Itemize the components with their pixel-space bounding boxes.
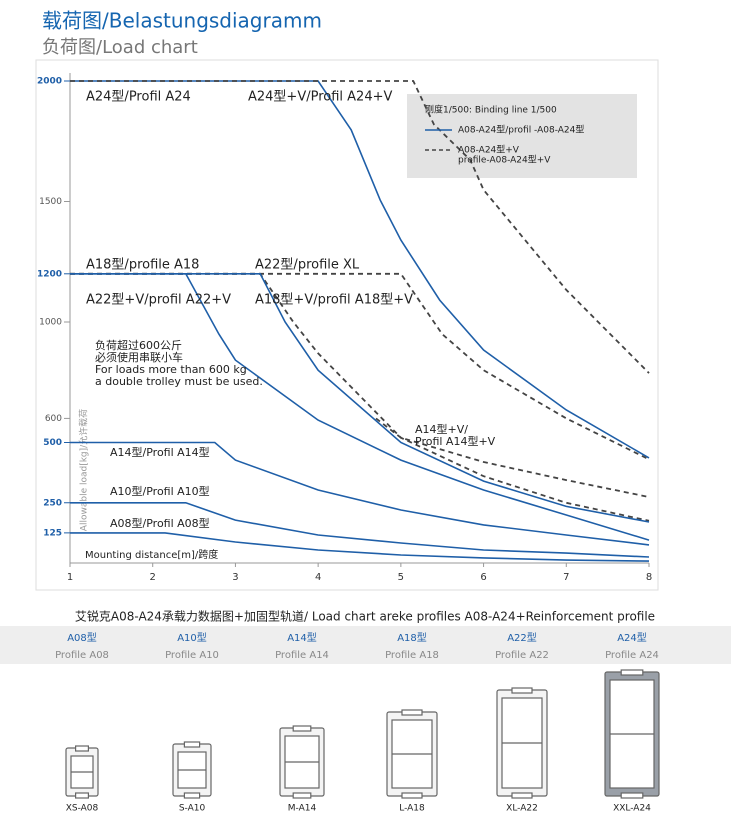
profile-label: Profile A24: [605, 650, 659, 661]
profile-name: A24型: [617, 631, 647, 644]
annotation: 负荷超过600公斤: [95, 338, 182, 352]
profile-label: Profile A08: [55, 650, 109, 661]
profile-slot: [401, 709, 423, 716]
profile-slot: [620, 669, 644, 676]
profile-slot: [292, 792, 312, 799]
series-line: [375, 417, 650, 498]
profile-name: A22型: [507, 631, 537, 644]
profile-slot: [401, 792, 423, 799]
annotation: A08型/Profil A08型: [110, 516, 210, 530]
profile-name: A10型: [177, 631, 207, 644]
profile-code: S-A10: [179, 804, 206, 814]
profile-slot: [511, 687, 533, 694]
profile-name: A08型: [67, 631, 97, 644]
profile-drawing: [65, 745, 99, 799]
y-axis-label: Allowable load[kg]/允许载荷: [78, 409, 90, 531]
table-header: [0, 626, 731, 664]
y-tick-label: 600: [45, 414, 62, 424]
x-tick-label: 1: [67, 572, 73, 583]
series-line: [70, 502, 650, 558]
x-tick-label: 2: [150, 572, 156, 583]
profile-code: XS-A08: [66, 804, 99, 814]
legend-label: A08-A24型+V: [458, 145, 520, 156]
profile-name: A18型: [397, 631, 427, 644]
profile-drawing: [604, 669, 660, 799]
profile-slot: [74, 792, 89, 799]
chart-frame: [35, 59, 659, 591]
annotation: A18型/profile A18: [86, 258, 199, 273]
y-tick-label: 125: [43, 528, 62, 538]
profile-drawing: [496, 687, 548, 799]
annotation: For loads more than 600 kg: [95, 363, 247, 376]
title: 载荷图/Belastungsdiagramm: [42, 9, 322, 33]
x-tick-label: 5: [398, 572, 404, 583]
legend-label: A08-A24型/profil -A08-A24型: [458, 125, 584, 136]
series-line: [70, 273, 650, 523]
x-tick-label: 4: [315, 572, 321, 583]
annotation: A24型+V/Profil A24+V: [248, 90, 392, 105]
profile-code: XL-A22: [506, 804, 538, 814]
series-line: [70, 532, 650, 562]
profile-slot: [183, 792, 201, 799]
y-tick-label: 500: [43, 438, 62, 448]
y-tick-label: 1500: [39, 197, 62, 207]
profile-code: M-A14: [288, 804, 317, 814]
profile-label: Profile A18: [385, 650, 439, 661]
profile-drawing: [172, 741, 212, 799]
profile-drawing: [386, 709, 438, 799]
annotation: A22型+V/profil A22+V: [86, 293, 231, 308]
x-tick-label: 3: [232, 572, 238, 583]
y-tick-label: 1200: [37, 269, 62, 279]
annotation: A18型+V/profil A18型+V: [255, 293, 413, 308]
caption: 艾锐克A08-A24承载力数据图+加固型轨道/ Load chart areke…: [75, 609, 655, 624]
series-line: [70, 272, 650, 522]
profile-slot: [183, 741, 201, 748]
y-tick-label: 1000: [39, 318, 62, 328]
series-line: [70, 441, 650, 546]
annotation: A14型+V/: [415, 422, 468, 436]
profile-slot: [511, 792, 533, 799]
annotation: A14型/Profil A14型: [110, 445, 210, 459]
profile-code: L-A18: [399, 804, 425, 814]
profile-label: Profile A10: [165, 650, 219, 661]
profile-slot: [292, 725, 312, 732]
series-line: [70, 80, 650, 459]
profile-label: Profile A14: [275, 650, 329, 661]
x-tick-label: 8: [646, 572, 652, 583]
series-line: [70, 273, 650, 541]
annotation: A24型/Profil A24: [86, 90, 191, 105]
annotation: 必须使用串联小车: [95, 350, 183, 364]
annotation: a double trolley must be used.: [95, 375, 263, 388]
annotation: A22型/profile XL: [255, 258, 360, 273]
profile-slot: [74, 745, 89, 752]
profile-slot: [620, 792, 644, 799]
x-tick-label: 6: [480, 572, 486, 583]
profile-name: A14型: [287, 631, 317, 644]
subtitle: 负荷图/Load chart: [42, 37, 198, 58]
y-tick-label: 2000: [37, 77, 62, 87]
legend-title: 刚度1/500: Binding line 1/500: [425, 104, 557, 116]
annotation: Profil A14型+V: [415, 434, 496, 448]
profile-code: XXL-A24: [613, 804, 651, 814]
series-line: [70, 272, 650, 461]
legend-label: profile-A08-A24型+V: [458, 155, 551, 166]
y-tick-label: 250: [43, 498, 62, 508]
annotation: A10型/Profil A10型: [110, 484, 210, 498]
series-line: [70, 80, 650, 374]
x-axis-label: Mounting distance[m]/跨度: [85, 548, 218, 561]
profile-drawing: [279, 725, 325, 799]
profile-label: Profile A22: [495, 650, 549, 661]
x-tick-label: 7: [563, 572, 569, 583]
